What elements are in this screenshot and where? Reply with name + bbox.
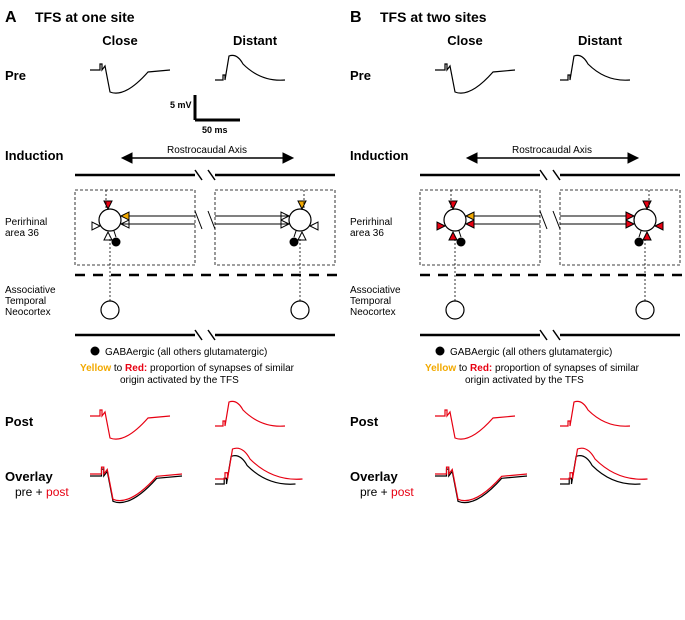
svg-text:Distant: Distant <box>578 33 623 48</box>
svg-text:Yellow to Red: proportion of s: Yellow to Red: proportion of synapses of… <box>425 363 640 386</box>
svg-text:Distant: Distant <box>233 33 278 48</box>
svg-text:Post: Post <box>5 414 34 429</box>
svg-text:Overlay: Overlay <box>5 469 53 484</box>
svg-text:Pre: Pre <box>350 68 371 83</box>
figure-svg: A TFS at one site Close Distant Pre 5 mV 50 ms… <box>0 0 685 620</box>
svg-text:B: B <box>350 9 362 26</box>
svg-text:pre + post: pre + post <box>360 485 414 499</box>
svg-text:Pre: Pre <box>5 68 26 83</box>
svg-text:AssociativeTemporalNeocortex: AssociativeTemporalNeocortex <box>5 285 56 318</box>
svg-text:Post: Post <box>350 414 379 429</box>
svg-text:Rostrocaudal Axis: Rostrocaudal Axis <box>167 145 247 156</box>
svg-text:Close: Close <box>447 33 482 48</box>
svg-text:Close: Close <box>102 33 137 48</box>
svg-text:Induction: Induction <box>5 148 64 163</box>
svg-text:TFS at one site: TFS at one site <box>35 9 135 25</box>
svg-text:Perirhinalarea 36: Perirhinalarea 36 <box>5 217 47 239</box>
svg-text:50 ms: 50 ms <box>202 125 228 135</box>
svg-text:TFS at two sites: TFS at two sites <box>380 9 487 25</box>
svg-text:Overlay: Overlay <box>350 469 398 484</box>
svg-text:GABAergic (all others glutamat: GABAergic (all others glutamatergic) <box>105 347 267 358</box>
svg-text:AssociativeTemporalNeocortex: AssociativeTemporalNeocortex <box>350 285 401 318</box>
svg-text:A: A <box>5 9 17 26</box>
svg-text:GABAergic (all others glutamat: GABAergic (all others glutamatergic) <box>450 347 612 358</box>
svg-text:5 mV: 5 mV <box>170 100 192 110</box>
svg-text:Yellow to Red: proportion of s: Yellow to Red: proportion of synapses of… <box>80 363 295 386</box>
svg-text:Perirhinalarea 36: Perirhinalarea 36 <box>350 217 392 239</box>
svg-text:Rostrocaudal Axis: Rostrocaudal Axis <box>512 145 592 156</box>
svg-text:pre + post: pre + post <box>15 485 69 499</box>
svg-text:Induction: Induction <box>350 148 409 163</box>
